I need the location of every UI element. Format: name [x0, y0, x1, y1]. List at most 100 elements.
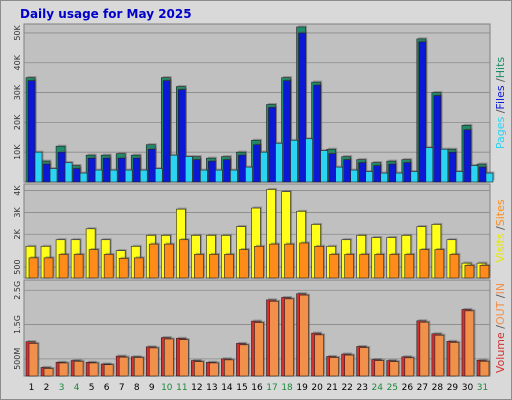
bar-files-day-29	[448, 151, 457, 183]
bar-kbout-day-23	[359, 347, 370, 377]
bar-kbout-day-20	[314, 334, 324, 377]
x-tick-label-day-2: 2	[44, 383, 50, 393]
bar-pages-day-6	[109, 169, 118, 183]
bar-kbout-day-26	[404, 357, 415, 377]
bar-kbout-day-15	[239, 344, 249, 377]
bar-pages-day-1	[34, 151, 43, 183]
bar-sites-day-30	[464, 265, 475, 279]
bar-pages-day-12	[200, 169, 208, 183]
x-tick-label-day-22: 22	[341, 383, 352, 393]
bar-kbout-day-9	[148, 347, 159, 377]
bar-files-day-9	[147, 148, 156, 183]
bar-files-day-7	[117, 157, 126, 183]
panel-volume: 500M 1.5G 2.5G Volume /OUT /IN	[13, 279, 507, 377]
x-tick-label-day-26: 26	[402, 383, 414, 393]
bar-files-day-12	[193, 159, 201, 183]
bar-files-day-31	[478, 166, 487, 183]
y-tick-label: 20K	[13, 114, 22, 130]
bar-files-day-4	[72, 168, 81, 183]
bar-pages-day-24	[380, 172, 389, 183]
x-tick-label-day-29: 29	[447, 383, 459, 393]
x-tick-label-day-20: 20	[311, 383, 323, 393]
bar-files-day-22	[343, 159, 351, 183]
bar-kbout-day-24	[374, 360, 385, 377]
bar-sites-day-10	[163, 243, 174, 279]
bar-files-day-8	[132, 157, 141, 183]
x-tick-label-day-31: 31	[477, 383, 488, 393]
bar-kbout-day-31	[479, 360, 490, 377]
bar-pages-day-20	[320, 150, 328, 183]
bar-pages-day-18	[290, 139, 298, 183]
bar-kbout-day-18	[284, 298, 294, 377]
bar-pages-day-30	[470, 165, 479, 183]
x-tick-label-day-13: 13	[206, 383, 217, 393]
bar-sites-day-14	[224, 254, 234, 279]
bar-sites-day-31	[479, 265, 490, 279]
bar-kbout-day-11	[179, 339, 189, 377]
bar-sites-day-15	[239, 249, 249, 279]
bar-kbout-day-19	[299, 294, 309, 377]
bar-files-day-11	[178, 89, 186, 183]
bar-pages-day-17	[275, 142, 283, 183]
bar-pages-day-23	[365, 171, 374, 183]
y-tick-label: 2K	[13, 228, 22, 239]
bar-pages-day-4	[79, 172, 88, 183]
bar-files-day-24	[373, 165, 382, 183]
bar-kbout-day-25	[389, 361, 400, 377]
bar-sites-day-22	[344, 254, 354, 279]
bar-pages-day-22	[350, 169, 358, 183]
bar-kbout-day-16	[254, 322, 264, 377]
y-tick-label: 40K	[13, 54, 22, 70]
x-tick-label-day-5: 5	[89, 383, 95, 393]
bar-sites-day-23	[359, 254, 370, 279]
bar-sites-day-1	[28, 257, 39, 279]
panel-visits-sites: 500 2K 3K 4K Visits /Sites	[13, 183, 507, 279]
bar-pages-day-10	[169, 154, 178, 183]
bar-sites-day-8	[133, 257, 144, 279]
y-tick-label: 1.5G	[13, 315, 22, 334]
panel-label-visits-sites: Visits /Sites	[494, 199, 507, 262]
bar-files-day-20	[313, 84, 321, 183]
bar-files-day-2	[42, 163, 51, 183]
x-tick-label-day-28: 28	[432, 383, 444, 393]
bar-kbout-day-10	[163, 338, 174, 377]
bar-sites-day-24	[374, 254, 385, 279]
bar-files-day-10	[162, 80, 171, 183]
bar-kbout-day-30	[464, 310, 475, 377]
x-tick-label-day-18: 18	[281, 383, 293, 393]
x-tick-label-day-16: 16	[251, 383, 263, 393]
bar-sites-day-2	[43, 257, 54, 279]
bar-pages-day-15	[245, 166, 253, 183]
x-tick-label-day-27: 27	[417, 383, 428, 393]
bar-kbout-day-2	[43, 368, 54, 377]
bar-sites-day-4	[73, 254, 84, 279]
chart-title: Daily usage for May 2025	[20, 7, 192, 21]
bar-kbout-day-5	[88, 362, 99, 377]
bar-kbout-day-7	[118, 356, 129, 377]
x-tick-label-day-9: 9	[149, 383, 155, 393]
bar-files-day-28	[433, 95, 442, 183]
bar-kbout-day-29	[449, 342, 460, 377]
bar-files-day-23	[358, 162, 367, 183]
bar-sites-day-16	[254, 246, 264, 279]
bar-kbout-day-21	[329, 357, 339, 377]
x-tick-label-day-14: 14	[221, 383, 233, 393]
panel-label-hits-files-pages: Pages /Files /Hits	[494, 57, 507, 150]
bar-kbout-day-8	[133, 357, 144, 377]
bar-pages-day-31	[485, 172, 494, 183]
bar-files-day-21	[328, 153, 336, 183]
x-tick-label-day-17: 17	[266, 383, 277, 393]
x-tick-label-day-21: 21	[326, 383, 337, 393]
bar-files-day-14	[223, 159, 231, 183]
y-tick-label: 500M	[13, 348, 22, 370]
bar-pages-day-16	[260, 151, 268, 183]
bar-sites-day-11	[179, 239, 189, 279]
bar-pages-day-28	[440, 148, 449, 183]
bar-pages-day-11	[185, 156, 193, 183]
x-tick-label-day-11: 11	[176, 383, 187, 393]
x-tick-label-day-6: 6	[104, 383, 110, 393]
bar-kbout-day-28	[434, 334, 445, 377]
panel-label-volume: Volume /OUT /IN	[494, 283, 507, 373]
x-tick-label-day-4: 4	[74, 383, 80, 393]
bar-pages-day-25	[395, 172, 404, 183]
